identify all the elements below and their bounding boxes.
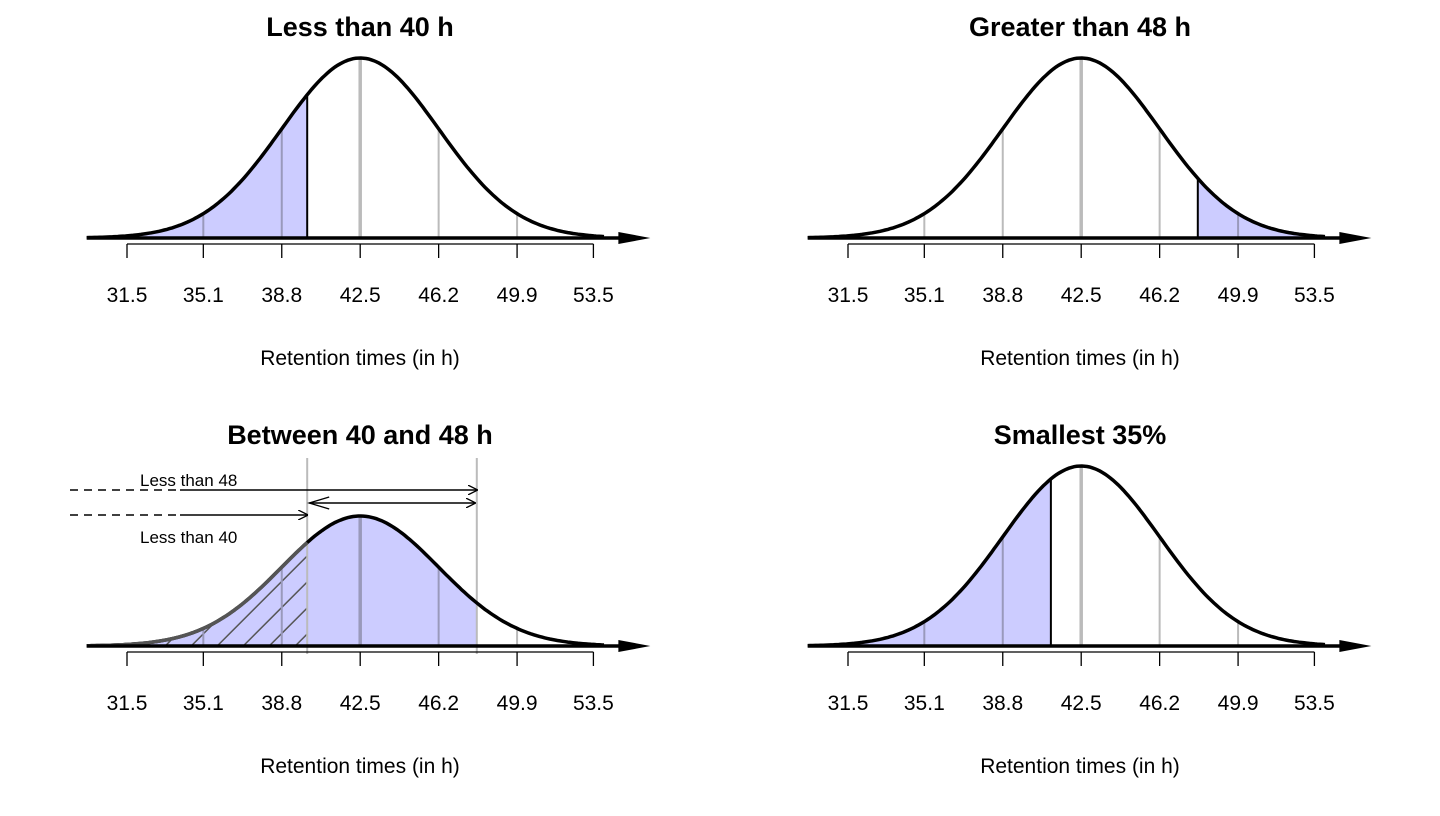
x-tick-label: 53.5 <box>573 692 614 715</box>
x-tick-label: 42.5 <box>1061 284 1102 307</box>
panel-title: Less than 40 h <box>266 12 454 42</box>
arrowhead-icon <box>618 232 651 244</box>
x-tick-label: 31.5 <box>107 284 148 307</box>
density-curve <box>807 56 1326 240</box>
x-tick-label: 49.9 <box>1218 692 1259 715</box>
x-tick-label: 42.5 <box>340 284 381 307</box>
x-tick-label: 31.5 <box>828 284 869 307</box>
x-tick-label: 31.5 <box>107 692 148 715</box>
x-tick-label: 35.1 <box>904 284 945 307</box>
hatch-line <box>86 542 186 646</box>
x-tick-label: 49.9 <box>497 692 538 715</box>
hatch-line <box>242 542 308 646</box>
density-curve <box>807 464 1326 648</box>
x-axis-label: Retention times (in h) <box>260 755 460 778</box>
x-axis-label: Retention times (in h) <box>260 347 460 370</box>
x-tick-label: 46.2 <box>418 692 459 715</box>
annotation-less-than-40: Less than 40 <box>140 528 237 547</box>
hatch-line <box>86 542 108 646</box>
x-tick-label: 38.8 <box>261 284 302 307</box>
x-tick-label: 42.5 <box>1061 692 1102 715</box>
arrowhead-left-icon <box>306 496 330 510</box>
hatch-line <box>86 542 160 646</box>
panel-title: Between 40 and 48 h <box>227 420 493 450</box>
shaded-area <box>86 94 308 238</box>
x-tick-label: 46.2 <box>1139 692 1180 715</box>
x-tick-label: 53.5 <box>573 284 614 307</box>
shaded-area <box>1197 178 1332 238</box>
x-axis-label: Retention times (in h) <box>980 347 1180 370</box>
x-tick-label: 38.8 <box>261 692 302 715</box>
arrowhead-icon <box>1339 640 1372 652</box>
x-tick-label: 49.9 <box>497 284 538 307</box>
hatch-line <box>268 542 308 646</box>
x-tick-label: 38.8 <box>982 284 1023 307</box>
x-tick-label: 35.1 <box>904 692 945 715</box>
shaded-area <box>807 479 1051 646</box>
hatch-line <box>216 542 308 646</box>
panel-smallest-35-percent: Smallest 35% Retention times (in h) 31.5… <box>807 420 1372 778</box>
x-tick-label: 49.9 <box>1218 284 1259 307</box>
arrowhead-icon <box>1339 232 1372 244</box>
hatch-line <box>86 542 134 646</box>
panel-less-than-40: Less than 40 h Retention times (in h) 31… <box>86 12 651 370</box>
hatch-line <box>86 542 212 646</box>
panel-title: Greater than 48 h <box>969 12 1191 42</box>
arrowhead-icon <box>618 640 651 652</box>
x-tick-label: 31.5 <box>828 692 869 715</box>
x-tick-label: 46.2 <box>1139 284 1180 307</box>
x-tick-label: 35.1 <box>183 692 224 715</box>
panel-title: Smallest 35% <box>994 420 1167 450</box>
x-tick-label: 46.2 <box>418 284 459 307</box>
panel-between-40-and-48: Between 40 and 48 h Retention times (in … <box>70 420 651 778</box>
x-tick-label: 42.5 <box>340 692 381 715</box>
x-tick-label: 38.8 <box>982 692 1023 715</box>
x-tick-label: 35.1 <box>183 284 224 307</box>
panel-greater-than-48: Greater than 48 h Retention times (in h)… <box>807 12 1372 370</box>
annotation-less-than-48: Less than 48 <box>140 471 237 490</box>
x-tick-label: 53.5 <box>1294 692 1335 715</box>
x-axis-label: Retention times (in h) <box>980 755 1180 778</box>
x-tick-label: 53.5 <box>1294 284 1335 307</box>
density-curve <box>86 56 605 240</box>
